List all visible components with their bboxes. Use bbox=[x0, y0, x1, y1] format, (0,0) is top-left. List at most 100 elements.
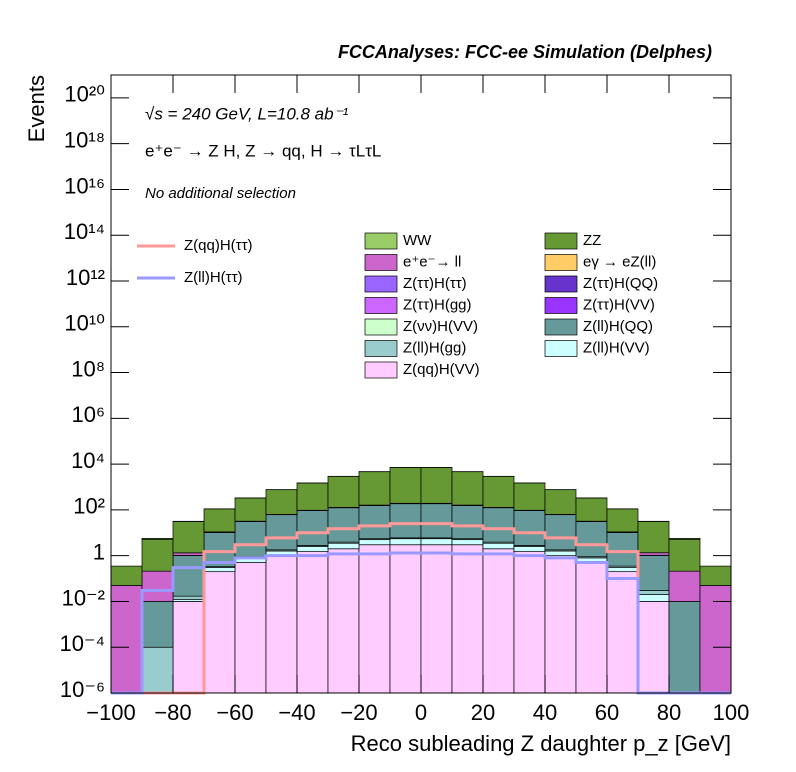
legend-label: Z(ττ)H(QQ) bbox=[583, 275, 658, 292]
bar bbox=[575, 521, 608, 558]
legend-swatch bbox=[364, 254, 398, 271]
legend-label: WW bbox=[403, 232, 432, 249]
bar bbox=[296, 546, 329, 552]
legend-swatch bbox=[544, 275, 578, 293]
bar bbox=[544, 489, 577, 515]
bar bbox=[203, 567, 236, 573]
bar bbox=[296, 510, 329, 546]
x-tick-label: −20 bbox=[340, 700, 377, 725]
y-tick-label: 10⁶ bbox=[71, 402, 105, 427]
bar bbox=[637, 601, 670, 694]
bar bbox=[358, 471, 391, 506]
legend-swatch bbox=[364, 297, 398, 314]
x-tick-label: −40 bbox=[278, 700, 315, 725]
bar bbox=[234, 562, 267, 694]
y-tick-label: 10¹⁶ bbox=[64, 173, 105, 198]
bar bbox=[513, 546, 546, 552]
bar bbox=[420, 503, 453, 539]
bar bbox=[513, 551, 546, 694]
legend-swatch bbox=[544, 297, 578, 314]
x-tick-label: 60 bbox=[595, 700, 619, 725]
bar bbox=[358, 544, 391, 694]
y-tick-label: 10² bbox=[73, 494, 105, 519]
bar bbox=[203, 571, 236, 694]
bar bbox=[637, 555, 670, 591]
bar bbox=[110, 565, 143, 586]
bar bbox=[203, 508, 236, 533]
bar bbox=[389, 467, 422, 504]
legend-swatch bbox=[544, 232, 578, 250]
legend-swatch bbox=[544, 254, 578, 271]
x-tick-label: 0 bbox=[415, 700, 427, 725]
bar bbox=[327, 548, 360, 694]
bar bbox=[296, 482, 329, 511]
bar bbox=[420, 538, 453, 546]
x-tick-label: 100 bbox=[713, 700, 750, 725]
bar bbox=[637, 552, 670, 556]
bar bbox=[234, 521, 267, 558]
y-axis-label: Events bbox=[24, 75, 49, 142]
bar bbox=[172, 521, 205, 554]
legend-label: Z(ll)H(gg) bbox=[403, 339, 466, 356]
x-tick-label: 40 bbox=[533, 700, 557, 725]
bar bbox=[482, 475, 515, 508]
bar bbox=[141, 537, 174, 540]
bar bbox=[513, 482, 546, 511]
legend-label: Z(νν)H(VV) bbox=[403, 318, 478, 335]
legend-label: Z(ll)H(QQ) bbox=[583, 318, 653, 335]
step-line bbox=[111, 522, 731, 695]
y-tick-label: 10⁻⁶ bbox=[60, 677, 105, 702]
bar bbox=[265, 514, 298, 551]
bar bbox=[172, 555, 205, 597]
bar bbox=[420, 544, 453, 694]
bar bbox=[141, 646, 174, 694]
bar bbox=[172, 595, 205, 600]
bar bbox=[482, 507, 515, 543]
bar bbox=[668, 570, 701, 602]
x-tick-label: 20 bbox=[471, 700, 495, 725]
x-tick-label: 80 bbox=[657, 700, 681, 725]
y-tick-label: 10¹⁸ bbox=[64, 127, 105, 152]
legend-label: Z(ll)H(VV) bbox=[583, 339, 650, 356]
bar bbox=[699, 585, 732, 694]
legend-label: eγ → eZ(ll) bbox=[583, 253, 656, 270]
y-tick-label: 10⁸ bbox=[71, 356, 105, 381]
bar bbox=[451, 539, 484, 546]
legend-swatch bbox=[364, 275, 398, 293]
bar bbox=[389, 503, 422, 539]
bar bbox=[389, 544, 422, 694]
legend-swatch bbox=[364, 232, 398, 250]
legend-label: Z(qq)H(VV) bbox=[403, 361, 480, 378]
y-tick-label: 10¹⁴ bbox=[64, 219, 105, 244]
y-tick-label: 10⁴ bbox=[71, 448, 105, 473]
x-tick-label: −100 bbox=[86, 700, 136, 725]
bar bbox=[544, 550, 577, 557]
x-tick-label: −80 bbox=[154, 700, 191, 725]
bar bbox=[482, 548, 515, 694]
y-tick-label: 10⁻⁴ bbox=[59, 631, 105, 656]
legend-swatch bbox=[364, 318, 398, 336]
legend-swatch bbox=[364, 361, 398, 379]
bar bbox=[327, 507, 360, 543]
bar bbox=[172, 552, 205, 556]
bar bbox=[420, 467, 453, 504]
bar bbox=[141, 600, 174, 648]
bar bbox=[451, 505, 484, 540]
x-tick-label: −60 bbox=[216, 700, 253, 725]
y-tick-label: 10¹⁰ bbox=[64, 311, 105, 336]
annotation: √s = 240 GeV, L=10.8 ab⁻¹ bbox=[145, 104, 349, 123]
bar bbox=[327, 475, 360, 508]
bar bbox=[668, 601, 701, 694]
bar bbox=[668, 537, 701, 540]
bar bbox=[172, 601, 205, 694]
bar bbox=[699, 565, 732, 586]
bar bbox=[606, 571, 639, 694]
bar bbox=[637, 521, 670, 554]
bar bbox=[110, 585, 143, 694]
legend-swatch bbox=[364, 340, 398, 357]
bar bbox=[296, 551, 329, 694]
bar bbox=[482, 542, 515, 550]
y-tick-label: 10⁻² bbox=[62, 585, 105, 610]
legend-label: Z(ττ)H(ττ) bbox=[403, 275, 467, 292]
